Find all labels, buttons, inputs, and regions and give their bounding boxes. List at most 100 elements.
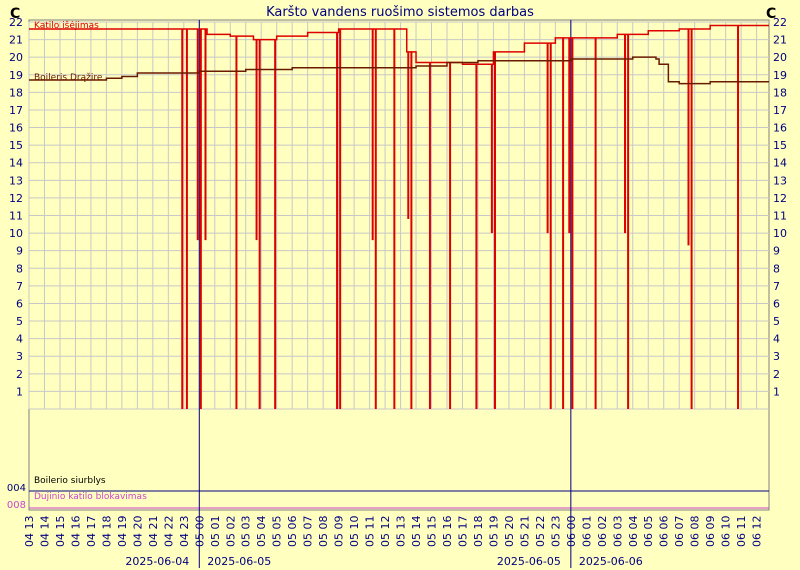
- legend-katilo: Katilo išėjimas: [34, 20, 99, 31]
- legend-siurblys: Boilerio siurblys: [34, 476, 106, 486]
- y-tick-label-right: 22: [773, 16, 787, 29]
- x-tick-label: 06 05: [642, 516, 655, 548]
- day-label-left: 2025-06-05: [497, 555, 561, 568]
- x-tick-label: 05 15: [426, 516, 439, 548]
- x-tick-label: 04 13: [23, 516, 36, 548]
- lower-tick-004: 004: [7, 483, 26, 494]
- x-tick-label: 05 17: [456, 516, 469, 548]
- x-tick-label: 05 08: [317, 516, 330, 548]
- y-tick-label-right: 17: [773, 104, 787, 117]
- y-tick-label-left: 14: [9, 157, 23, 170]
- x-tick-label: 06 07: [673, 516, 686, 548]
- series-line-0: [29, 24, 769, 65]
- y-tick-label-right: 16: [773, 122, 787, 135]
- x-tick-label: 05 05: [271, 516, 284, 548]
- series-group: [29, 24, 769, 409]
- x-tick-label: 05 04: [255, 516, 268, 548]
- x-tick-label: 06 09: [704, 516, 717, 548]
- y-tick-label-right: 21: [773, 34, 787, 47]
- x-tick-label: 06 02: [596, 516, 609, 548]
- chart-title: Karšto vandens ruošimo sistemos darbas: [266, 5, 534, 20]
- y-tick-label-right: 18: [773, 86, 787, 99]
- day-label-right: 2025-06-05: [207, 555, 271, 568]
- x-tick-label: 06 11: [735, 516, 748, 548]
- x-tick-label: 05 06: [286, 516, 299, 548]
- y-tick-label-left: 19: [9, 69, 23, 82]
- y-tick-label-right: 6: [773, 297, 780, 310]
- y-tick-label-right: 1: [773, 385, 780, 398]
- x-tick-label: 04 14: [38, 516, 51, 548]
- x-tick-label: 04 18: [100, 516, 113, 548]
- x-tick-label: 05 23: [549, 516, 562, 548]
- y-tick-label-right: 14: [773, 157, 787, 170]
- day-label-left: 2025-06-04: [125, 555, 189, 568]
- x-tick-label: 06 10: [720, 516, 733, 548]
- x-tick-label: 05 03: [240, 516, 253, 548]
- y-tick-label-left: 2: [16, 368, 23, 381]
- x-axis: 04 13 04 14 04 15 04 16 04 17 04 18 04 19 04 20…: [23, 516, 764, 548]
- x-tick-label: 05 02: [224, 516, 237, 548]
- y-tick-label-left: 10: [9, 227, 23, 240]
- y-tick-label-left: 7: [16, 280, 23, 293]
- legend-blokavimas: Dujinio katilo blokavimas: [34, 492, 147, 502]
- y-tick-label-left: 6: [16, 297, 23, 310]
- y-tick-label-right: 10: [773, 227, 787, 240]
- day-boundaries: 2025-06-04 2025-06-05 2025-06-05 2025-06-06: [125, 20, 643, 568]
- legend: Katilo išėjimas Boileris Drąžire Boileri…: [34, 20, 147, 502]
- x-tick-label: 05 18: [472, 516, 485, 548]
- y-tick-label-left: 11: [9, 210, 23, 223]
- x-tick-label: 05 19: [487, 516, 500, 548]
- y-tick-label-left: 16: [9, 122, 23, 135]
- y-tick-label-right: 19: [773, 69, 787, 82]
- y-tick-label-right: 11: [773, 210, 787, 223]
- x-tick-label: 06 01: [580, 516, 593, 548]
- x-tick-label: 05 13: [395, 516, 408, 548]
- series-line-1: [29, 56, 769, 85]
- lower-panel-ticks: 004 008: [7, 483, 26, 511]
- x-tick-label: 06 04: [627, 516, 640, 548]
- day-label-right: 2025-06-06: [579, 555, 643, 568]
- y-tick-label-right: 7: [773, 280, 780, 293]
- x-tick-label: 04 15: [54, 516, 67, 548]
- legend-boilerio: Boileris Drąžire: [34, 73, 103, 83]
- x-tick-label: 06 03: [611, 516, 624, 548]
- y-tick-label-left: 22: [9, 16, 23, 29]
- y-tick-label-right: 20: [773, 51, 787, 64]
- y-tick-label-left: 20: [9, 51, 23, 64]
- x-tick-label: 05 10: [348, 516, 361, 548]
- y-tick-label-left: 21: [9, 34, 23, 47]
- y-tick-label-left: 1: [16, 385, 23, 398]
- x-tick-label: 04 16: [69, 516, 82, 548]
- y-tick-label-left: 5: [16, 315, 23, 328]
- y-tick-label-left: 18: [9, 86, 23, 99]
- x-tick-label: 04 20: [131, 516, 144, 548]
- y-tick-label-left: 9: [16, 245, 23, 258]
- y-tick-label-right: 3: [773, 350, 780, 363]
- x-tick-label: 05 12: [379, 516, 392, 548]
- y-tick-label-right: 2: [773, 368, 780, 381]
- y-tick-label-right: 12: [773, 192, 787, 205]
- x-tick-label: 05 07: [302, 516, 315, 548]
- x-tick-label: 06 08: [689, 516, 702, 548]
- x-tick-label: 05 01: [209, 516, 222, 548]
- y-tick-label-left: 3: [16, 350, 23, 363]
- y-unit-left: C: [10, 6, 20, 22]
- x-tick-label: 04 21: [147, 516, 160, 548]
- x-tick-label: 04 23: [178, 516, 191, 548]
- y-tick-label-right: 9: [773, 245, 780, 258]
- x-tick-label: 05 14: [410, 516, 423, 548]
- y-tick-label-left: 13: [9, 174, 23, 187]
- y-tick-label-right: 8: [773, 262, 780, 275]
- y-tick-label-left: 12: [9, 192, 23, 205]
- y-tick-label-left: 17: [9, 104, 23, 117]
- y-tick-label-left: 4: [16, 333, 23, 346]
- x-tick-label: 05 20: [503, 516, 516, 548]
- x-tick-label: 05 16: [441, 516, 454, 548]
- x-tick-label: 05 11: [364, 516, 377, 548]
- y-tick-label-right: 13: [773, 174, 787, 187]
- y-unit-right: C: [766, 6, 776, 22]
- y-tick-label-right: 5: [773, 315, 780, 328]
